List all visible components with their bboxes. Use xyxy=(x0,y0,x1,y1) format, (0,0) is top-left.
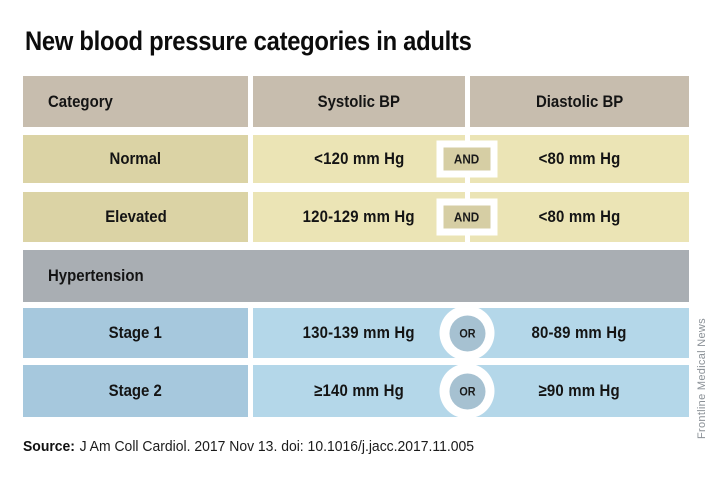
table-row-stage2: Stage 2 ≥140 mm Hg ≥90 mm Hg xyxy=(23,365,689,417)
page-title: New blood pressure categories in adults xyxy=(25,26,532,57)
systolic-cell: ≥140 mm Hg xyxy=(253,365,465,417)
systolic-cell: <120 mm Hg xyxy=(253,135,465,183)
diastolic-cell: ≥90 mm Hg xyxy=(470,365,689,417)
section-header-cell: Hypertension xyxy=(23,250,689,302)
category-cell: Stage 2 xyxy=(23,365,248,417)
diastolic-cell: 80-89 mm Hg xyxy=(470,308,689,358)
category-cell: Elevated xyxy=(23,192,248,242)
source-text: J Am Coll Cardiol. 2017 Nov 13. doi: 10.… xyxy=(79,438,475,455)
table-row-stage1: Stage 1 130-139 mm Hg 80-89 mm Hg xyxy=(23,308,689,358)
table-header-row: Category Systolic BP Diastolic BP xyxy=(23,76,689,127)
table-row-elevated: Elevated 120-129 mm Hg <80 mm Hg xyxy=(23,192,689,242)
diastolic-cell: <80 mm Hg xyxy=(470,192,689,242)
systolic-cell: 120-129 mm Hg xyxy=(253,192,465,242)
bp-table: Category Systolic BP Diastolic BP Normal… xyxy=(23,76,689,419)
header-diastolic: Diastolic BP xyxy=(470,76,689,127)
page-title-text: New blood pressure categories in adults xyxy=(25,26,472,56)
header-category: Category xyxy=(23,76,248,127)
category-cell: Stage 1 xyxy=(23,308,248,358)
diastolic-cell: <80 mm Hg xyxy=(470,135,689,183)
header-systolic: Systolic BP xyxy=(253,76,465,127)
systolic-cell: 130-139 mm Hg xyxy=(253,308,465,358)
table-row-hypertension: Hypertension xyxy=(23,250,689,302)
category-cell: Normal xyxy=(23,135,248,183)
source-citation: Source: J Am Coll Cardiol. 2017 Nov 13. d… xyxy=(23,438,508,455)
and-connector-badge: AND xyxy=(436,198,498,236)
watermark-frontline-medical-news: Frontline Medical News xyxy=(696,318,708,439)
or-connector-badge: OR xyxy=(439,363,495,419)
table-row-normal: Normal <120 mm Hg <80 mm Hg xyxy=(23,135,689,183)
source-label: Source: xyxy=(23,438,75,455)
or-connector-badge: OR xyxy=(439,305,495,361)
and-connector-badge: AND xyxy=(436,140,498,178)
